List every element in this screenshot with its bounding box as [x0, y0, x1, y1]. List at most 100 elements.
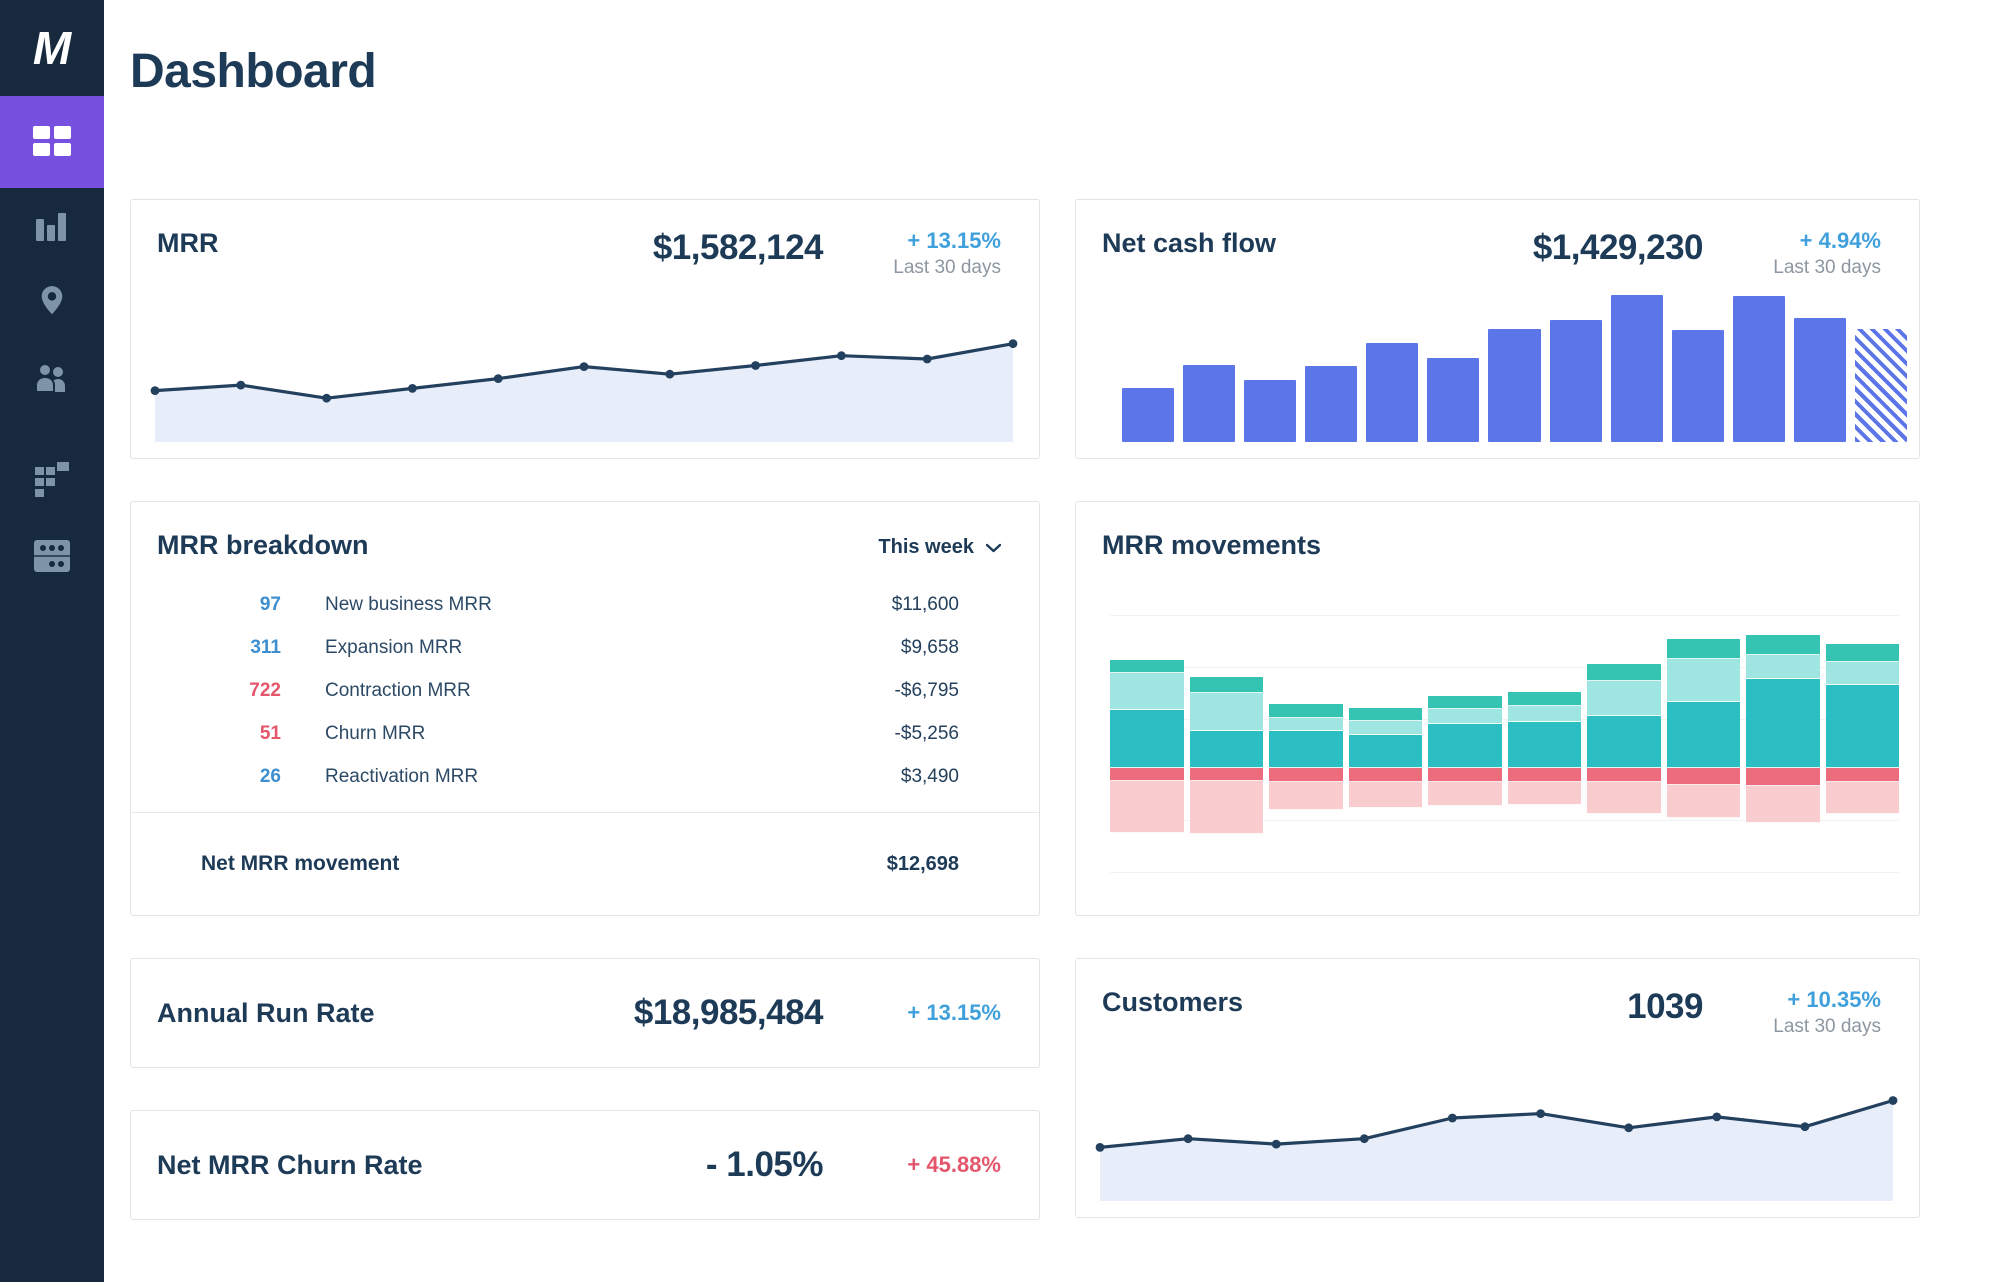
- segment-teal-cap: [1507, 691, 1581, 707]
- app-logo[interactable]: M: [32, 22, 72, 74]
- row-label: New business MRR: [325, 593, 492, 615]
- row-label: Contraction MRR: [325, 679, 471, 701]
- customers-value: 1039: [1627, 987, 1703, 1026]
- segment-teal-cap: [1746, 635, 1820, 656]
- table-row: 311 Expansion MRR $9,658: [131, 626, 1039, 669]
- row-label: Expansion MRR: [325, 636, 463, 658]
- segment-red-band: [1666, 768, 1740, 785]
- table-row: 26 Reactivation MRR $3,490: [131, 755, 1039, 798]
- blocks-icon: [35, 462, 69, 498]
- segment-teal-main: [1348, 734, 1422, 769]
- card-title: Net MRR Churn Rate: [157, 1149, 423, 1180]
- segment-teal-light: [1746, 655, 1820, 680]
- gridline: [1110, 615, 1899, 617]
- net-mrr-churn-card: Net MRR Churn Rate - 1.05% + 45.88%: [130, 1110, 1040, 1220]
- customers-period: Last 30 days: [1773, 1016, 1881, 1037]
- stacked-bar: [1110, 601, 1184, 889]
- net-cash-flow-card: Net cash flow $1,429,230 + 4.94% Last 30…: [1075, 199, 1920, 459]
- segment-teal-light: [1825, 662, 1899, 685]
- segment-red-band: [1746, 768, 1820, 787]
- segment-teal-light: [1666, 659, 1740, 702]
- bar-partial-period: [1854, 328, 1908, 442]
- bar-chart-icon: [36, 211, 68, 241]
- segment-teal-light: [1507, 706, 1581, 722]
- segment-teal-light: [1428, 709, 1502, 724]
- segment-teal-cap: [1587, 664, 1661, 682]
- sidebar-item-customers[interactable]: [0, 340, 104, 416]
- row-label: Reactivation MRR: [325, 765, 479, 787]
- gridline: [1110, 719, 1899, 721]
- card-title: MRR breakdown: [157, 530, 369, 560]
- bar: [1366, 342, 1419, 442]
- segment-teal-cap: [1269, 704, 1343, 718]
- net-mrr-movement-value: $12,698: [886, 852, 959, 875]
- net-cash-flow-delta: + 4.94%: [1799, 228, 1881, 253]
- period-selector-label: This week: [878, 536, 974, 558]
- row-value: $3,490: [900, 765, 959, 787]
- mrr-movements-chart: [1110, 601, 1899, 889]
- page-title: Dashboard: [130, 45, 377, 98]
- segment-teal-main: [1269, 730, 1343, 769]
- segment-teal-main: [1666, 701, 1740, 769]
- segment-red-band: [1825, 768, 1899, 783]
- net-cash-flow-period: Last 30 days: [1773, 257, 1881, 278]
- gridline: [1110, 819, 1899, 821]
- segment-teal-cap: [1825, 643, 1899, 663]
- segment-red-band: [1189, 768, 1263, 781]
- segment-teal-light: [1348, 720, 1422, 735]
- segment-pink-band: [1507, 782, 1581, 806]
- card-title: MRR movements: [1102, 530, 1322, 560]
- stacked-bar: [1189, 601, 1263, 889]
- mrr-delta: + 13.15%: [907, 228, 1001, 253]
- sidebar-item-segments[interactable]: [0, 442, 104, 518]
- card-title: Customers: [1102, 987, 1244, 1017]
- segment-teal-cap: [1348, 708, 1422, 721]
- customers-line-chart: [1092, 1050, 1905, 1201]
- row-count: 722: [249, 679, 281, 701]
- map-pin-icon: [37, 284, 67, 320]
- chevron-down-icon: [985, 536, 1002, 559]
- mrr-movements-card: MRR movements: [1075, 501, 1920, 916]
- gridline: [1110, 667, 1899, 669]
- segment-pink-band: [1110, 780, 1184, 833]
- segment-teal-main: [1746, 679, 1820, 769]
- churn-delta: + 45.88%: [907, 1152, 1001, 1177]
- mrr-breakdown-rows: 97 New business MRR $11,600 311 Expansion MR…: [131, 583, 1039, 798]
- period-selector[interactable]: This week: [878, 530, 1002, 559]
- bar: [1427, 358, 1480, 442]
- mrr-period: Last 30 days: [893, 257, 1001, 278]
- sidebar-item-geo[interactable]: [0, 264, 104, 340]
- stacked-bar: [1587, 601, 1661, 889]
- row-count: 26: [259, 765, 281, 787]
- main-content: Dashboard MRR $1,582,124 + 13.15% Last 3…: [104, 0, 2000, 1282]
- segment-red-band: [1428, 768, 1502, 783]
- mrr-breakdown-card: MRR breakdown This week 97 New business M…: [130, 501, 1040, 916]
- segment-teal-main: [1825, 684, 1899, 769]
- segment-red-band: [1110, 768, 1184, 781]
- sidebar-item-data[interactable]: [0, 518, 104, 594]
- segment-pink-band: [1825, 782, 1899, 815]
- sidebar-item-charts[interactable]: [0, 188, 104, 264]
- mrr-value: $1,582,124: [652, 228, 824, 267]
- bar: [1793, 318, 1846, 442]
- data-table-icon: [34, 540, 70, 572]
- stacked-bar: [1348, 601, 1422, 889]
- segment-pink-band: [1746, 786, 1820, 824]
- segment-teal-main: [1587, 716, 1661, 769]
- segment-pink-band: [1348, 782, 1422, 809]
- net-mrr-movement-row: Net MRR movement $12,698: [131, 812, 1039, 915]
- bar: [1732, 296, 1785, 442]
- card-title: MRR: [157, 228, 219, 258]
- annual-run-rate-card: Annual Run Rate $18,985,484 + 13.15%: [130, 958, 1040, 1068]
- segment-pink-band: [1269, 782, 1343, 811]
- card-title: Annual Run Rate: [157, 997, 375, 1028]
- bar: [1549, 319, 1602, 442]
- bar: [1610, 294, 1663, 442]
- segment-teal-light: [1269, 717, 1343, 731]
- net-mrr-movement-label: Net MRR movement: [201, 852, 400, 875]
- segment-pink-band: [1666, 784, 1740, 818]
- stacked-bar: [1269, 601, 1343, 889]
- row-value: -$6,795: [894, 679, 959, 701]
- row-count: 311: [250, 636, 281, 658]
- sidebar-item-dashboard[interactable]: [0, 96, 104, 188]
